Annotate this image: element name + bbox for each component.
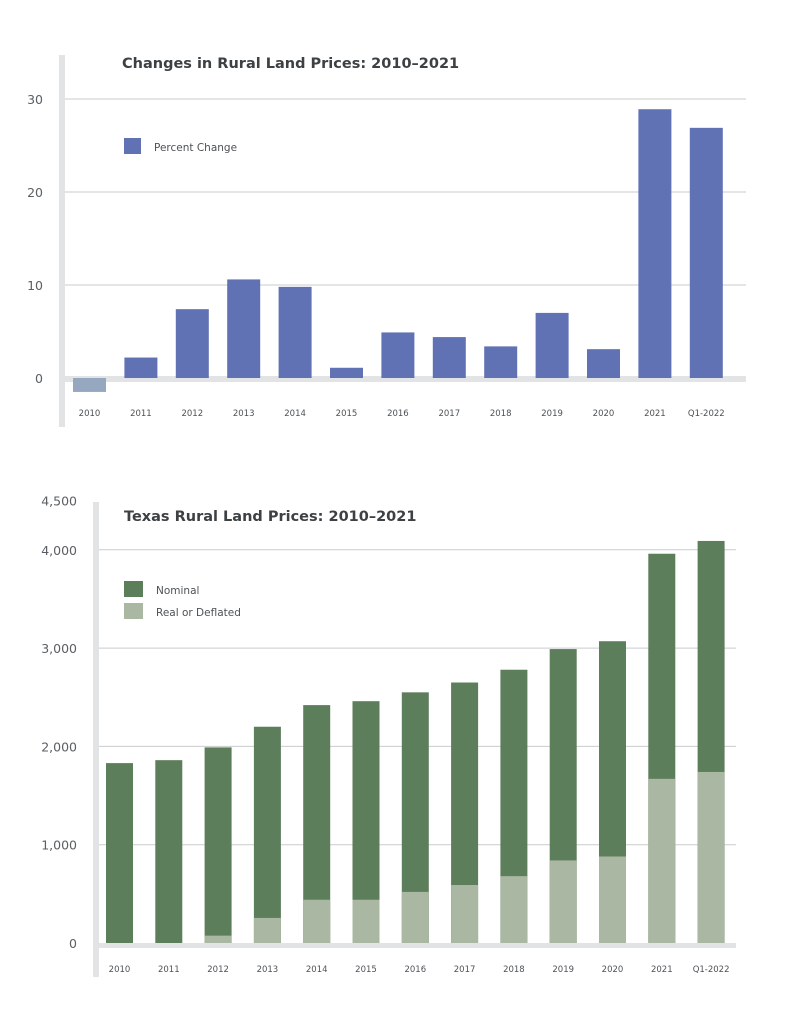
chart1-x-tick-label: 2019 — [541, 409, 563, 419]
chart1-bar-2011 — [124, 357, 158, 378]
chart2-x-tick-label: 2016 — [404, 965, 426, 975]
chart1-bar-2012 — [175, 309, 209, 378]
chart1-bar-2020 — [587, 349, 620, 378]
chart2-x-axis-band — [93, 943, 736, 948]
chart1-x-tick-label: 2015 — [336, 409, 358, 419]
chart2-x-tick-label: Q1-2022 — [693, 965, 730, 975]
chart2-bar-real-q1-2022 — [697, 771, 725, 943]
chart2-y-tick-label: 1,000 — [41, 838, 77, 853]
chart2-y-tick-label: 4,500 — [41, 494, 77, 509]
chart2-x-tick-label: 2017 — [454, 965, 476, 975]
chart2-x-tick-label: 2019 — [552, 965, 574, 975]
chart2-bar-real-2020 — [599, 856, 626, 943]
chart2-y-tick-label: 2,000 — [41, 739, 77, 754]
chart1-x-tick-label: 2017 — [438, 409, 460, 419]
chart1-x-tick-label: 2021 — [644, 409, 666, 419]
chart2-bar-nominal-2011 — [155, 760, 183, 943]
chart1-x-tick-label: 2020 — [593, 409, 615, 419]
chart2-x-tick-label: 2018 — [503, 965, 525, 975]
chart2-bar-real-2015 — [352, 899, 380, 943]
chart2-y-tick-label: 4,000 — [41, 543, 77, 558]
chart1-y-tick-label: 20 — [27, 185, 43, 200]
chart2-x-tick-label: 2011 — [158, 965, 180, 975]
chart2-title: Texas Rural Land Prices: 2010–2021 — [124, 509, 416, 525]
chart2-x-tick-label: 2013 — [257, 965, 279, 975]
chart2-bar-real-2014 — [303, 899, 331, 943]
chart2-bar-real-2013 — [253, 917, 281, 943]
chart2-bar-nominal-2010 — [106, 763, 133, 943]
chart1-bar-2018 — [484, 346, 518, 378]
chart2-bar-nominal-2012 — [204, 747, 232, 943]
chart2-y-axis-band — [93, 502, 99, 977]
chart2-bar-real-2021 — [648, 778, 676, 943]
legend-swatch-percent-change — [124, 138, 141, 154]
chart1-x-tick-label: 2012 — [181, 409, 203, 419]
chart2-bar-real-2017 — [451, 885, 479, 943]
chart2-x-tick-label: 2014 — [306, 965, 328, 975]
chart2-bar-real-2012 — [204, 935, 232, 943]
chart1-bar-2013 — [227, 279, 261, 378]
legend-swatch-real-or-deflated — [124, 603, 143, 619]
chart1-x-tick-label: Q1-2022 — [688, 409, 725, 419]
chart1-bar-2014 — [278, 286, 312, 378]
legend-swatch-nominal — [124, 581, 143, 597]
chart1-x-tick-label: 2018 — [490, 409, 512, 419]
chart2-x-tick-label: 2015 — [355, 965, 377, 975]
chart1-y-tick-label: 30 — [27, 92, 43, 107]
chart1-bar-2019 — [535, 312, 569, 378]
chart1-bar-2010 — [73, 378, 106, 392]
chart1-bar-2015 — [330, 367, 363, 378]
chart1-bar-q1-2022 — [689, 127, 723, 378]
legend-label-nominal: Nominal — [156, 585, 199, 597]
chart1-x-tick-label: 2011 — [130, 409, 152, 419]
chart1-x-axis-band — [59, 376, 746, 382]
chart1-bar-2016 — [381, 332, 415, 378]
chart2-x-tick-label: 2020 — [602, 965, 624, 975]
chart1-x-tick-label: 2014 — [284, 409, 306, 419]
chart2-x-tick-label: 2021 — [651, 965, 673, 975]
chart1-bar-2017 — [432, 337, 466, 378]
chart1-title: Changes in Rural Land Prices: 2010–2021 — [122, 56, 459, 72]
chart2-y-tick-label: 3,000 — [41, 641, 77, 656]
chart2-bar-real-2018 — [500, 876, 528, 943]
chart1-x-tick-label: 2013 — [233, 409, 255, 419]
chart2-bar-nominal-2013 — [253, 726, 281, 943]
chart1-x-tick-label: 2010 — [79, 409, 101, 419]
chart1-bar-2021 — [638, 109, 672, 378]
land-prices-chart: 0 1,000 2,000 3,000 4,000 4,500 2010 2011 2012 2… — [41, 494, 736, 977]
chart1-x-tick-label: 2016 — [387, 409, 409, 419]
chart2-bar-real-2016 — [401, 891, 429, 943]
chart2-bar-real-2019 — [549, 860, 577, 943]
legend-label-percent-change: Percent Change — [154, 142, 237, 154]
chart2-x-tick-label: 2012 — [207, 965, 229, 975]
chart1-y-tick-label: 0 — [35, 371, 43, 386]
chart2-x-tick-label: 2010 — [109, 965, 131, 975]
legend-label-real-or-deflated: Real or Deflated — [156, 607, 241, 619]
percent-change-chart: 0 10 20 30 2010 2011 2012 2013 2014 2015 2016 2017… — [27, 55, 746, 427]
chart2-y-tick-label: 0 — [69, 936, 77, 951]
chart1-y-tick-label: 10 — [27, 278, 43, 293]
chart1-y-axis-band — [59, 55, 65, 427]
